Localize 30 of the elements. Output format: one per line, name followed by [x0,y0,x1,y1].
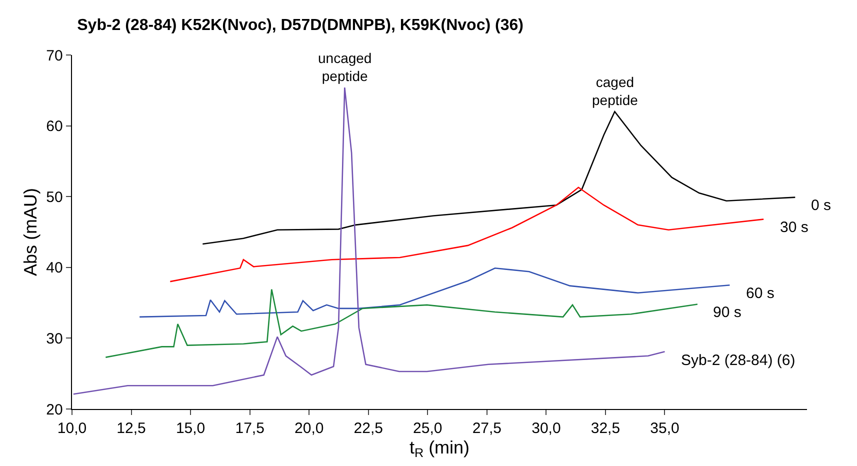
y-tick-label: 60 [46,118,63,136]
x-tick-label: 35,0 [650,420,680,438]
annotation: caged peptide [592,74,638,108]
line-series [202,110,796,245]
x-tick-label: 30,0 [532,420,561,438]
line-series [138,267,730,318]
y-tick-label: 20 [46,401,63,418]
line-series [170,186,764,282]
x-tick-label: 10,0 [57,420,87,438]
y-tick-label: 40 [46,260,63,277]
x-tick-label: 12,5 [116,420,146,438]
x-tick-label: 32,5 [590,420,620,438]
y-tick-label: 50 [46,188,63,206]
y-tick-label: 30 [46,330,63,348]
series-label: 60 s [746,285,774,302]
x-tick-label: 27,5 [472,420,502,438]
x-axis-title: t$_{R}$ (min) [409,437,470,460]
annotation: uncaged peptide [318,50,372,84]
x-tick-label: 20,0 [294,420,324,438]
x-tick-label: 22,5 [354,420,383,438]
series-label: 0 s [811,197,832,214]
series-label: Syb-2 (28-84) (6) [681,352,796,369]
x-tick-label: 17,5 [235,420,264,438]
x-tick-label: 15,0 [176,420,206,438]
x-tick-label: 25,0 [413,420,442,438]
series-label: 30 s [780,219,808,236]
y-tick-label: 70 [46,47,63,64]
y-axis-title: Abs (mAU) [20,188,40,276]
series-label: 90 s [713,304,742,321]
chart-title: Syb-2 (28-84) K52K(Nvoc), D57D(DMNPB), K59K(Nvoc) (36) [77,16,524,34]
